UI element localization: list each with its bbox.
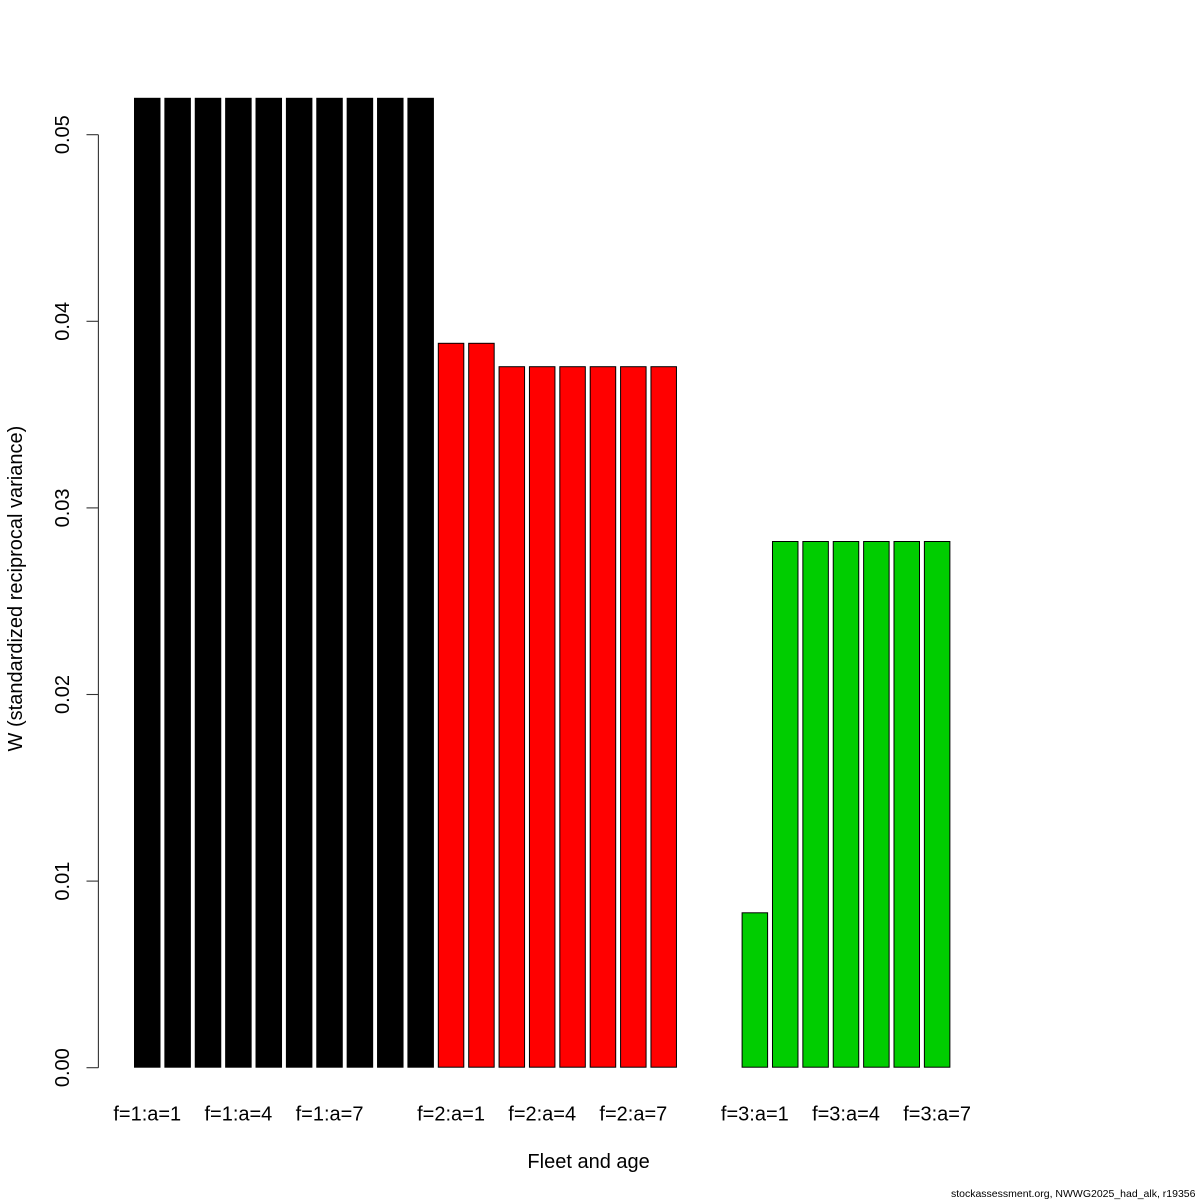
svg-text:f=2:a=4: f=2:a=4 [508,1104,576,1126]
svg-text:0.01: 0.01 [52,862,74,901]
svg-text:0.05: 0.05 [52,115,74,154]
svg-text:f=1:a=7: f=1:a=7 [296,1104,364,1126]
svg-text:0.02: 0.02 [52,675,74,714]
svg-text:f=2:a=7: f=2:a=7 [599,1104,667,1126]
svg-text:f=3:a=7: f=3:a=7 [903,1104,971,1126]
svg-text:Fleet and age: Fleet and age [527,1151,649,1173]
svg-text:stockassessment.org, NWWG2025_: stockassessment.org, NWWG2025_had_alk, r… [951,1188,1196,1200]
svg-text:f=2:a=1: f=2:a=1 [417,1104,485,1126]
svg-text:0.00: 0.00 [52,1048,74,1087]
svg-text:f=3:a=4: f=3:a=4 [812,1104,880,1126]
svg-text:W (standardized reciprocal var: W (standardized reciprocal variance) [5,426,27,752]
svg-text:f=3:a=1: f=3:a=1 [721,1104,789,1126]
svg-text:0.03: 0.03 [52,488,74,527]
svg-text:f=1:a=1: f=1:a=1 [113,1104,181,1126]
svg-text:0.04: 0.04 [52,302,74,341]
svg-text:f=1:a=4: f=1:a=4 [204,1104,272,1126]
